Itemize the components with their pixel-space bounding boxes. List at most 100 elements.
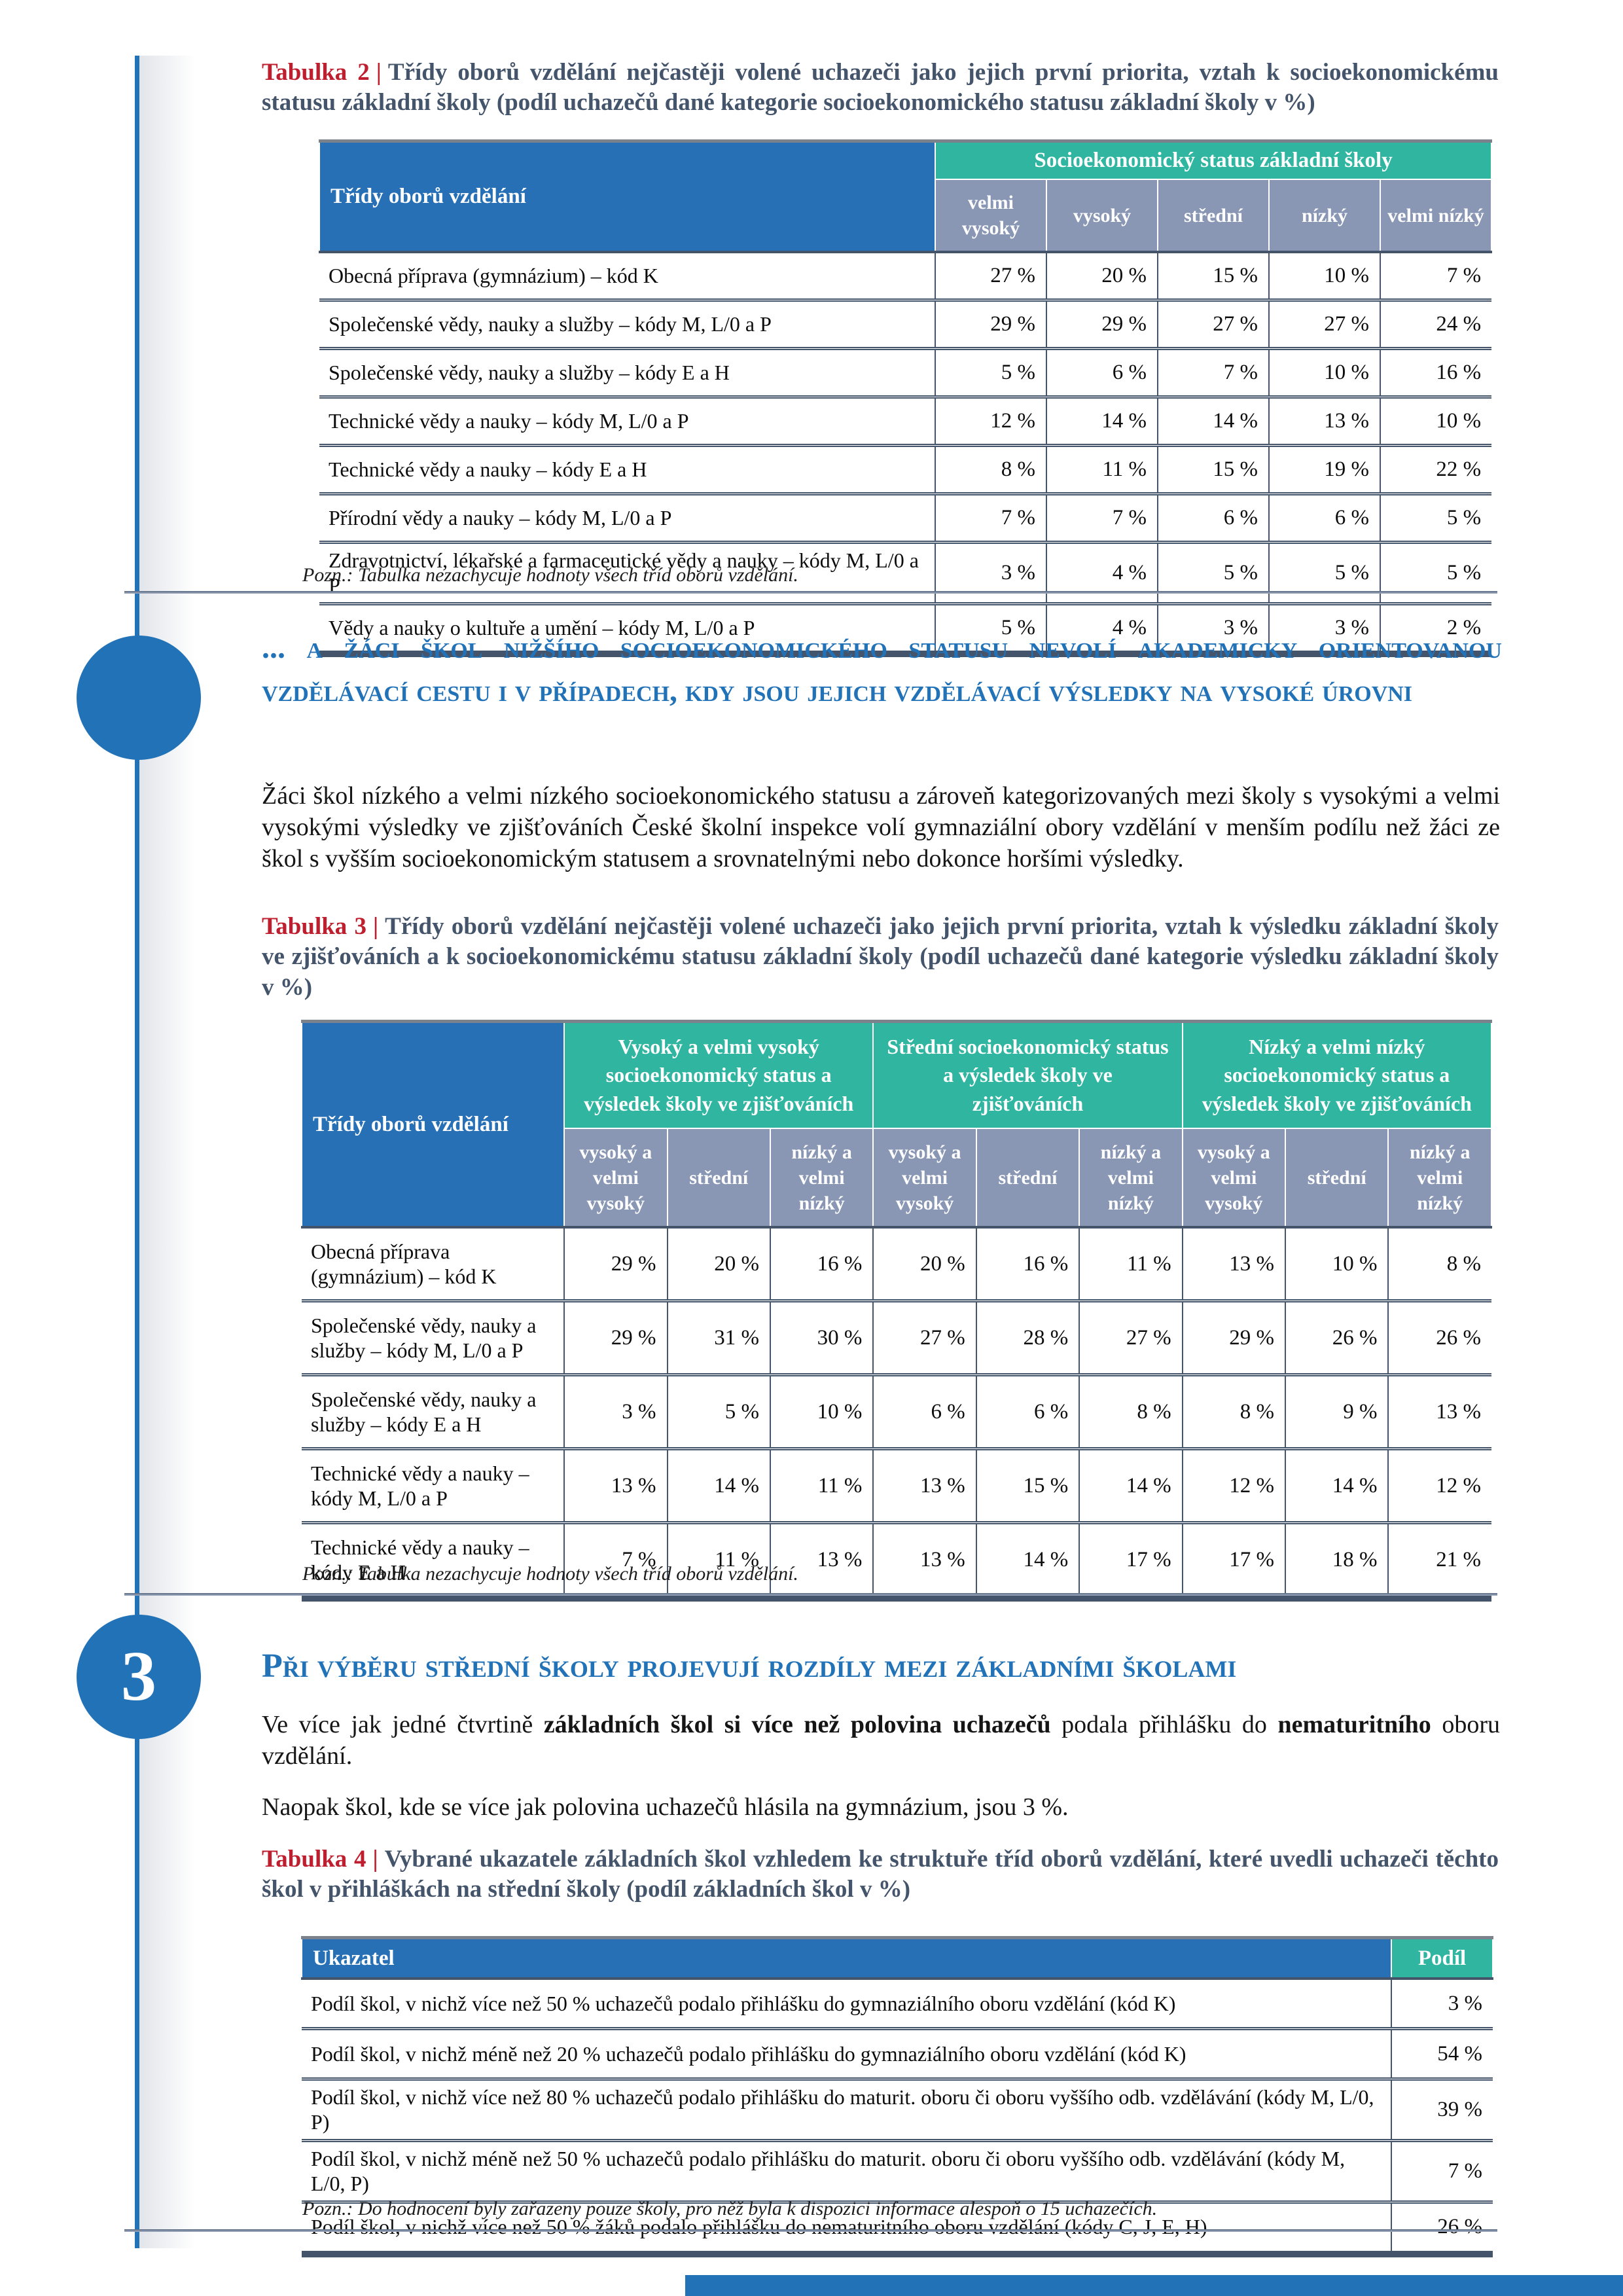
cell-value: 14 % (975, 1521, 1080, 1598)
cell-value: 15 % (1157, 444, 1269, 494)
section2-paragraph: Žáci škol nízkého a velmi nízkého socioe… (262, 782, 1500, 872)
cell-value: 29 % (563, 1299, 668, 1375)
table-row: Obecná příprava (gymnázium) – kód K 27 %… (319, 252, 1492, 300)
cell-value: 8 % (1387, 1227, 1491, 1301)
cell-value: 6 % (872, 1373, 976, 1449)
cell-value: 20 % (666, 1227, 770, 1301)
table3-header: Třídy oborů vzdělání Vysoký a velmi vyso… (300, 1020, 1493, 1228)
row-label: Technické vědy a nauky – kódy E a H (302, 1521, 565, 1598)
section3-paragraph-2: Naopak škol, kde se více jak polovina uc… (262, 1793, 1069, 1821)
table3-subcol-header: střední (666, 1128, 771, 1228)
cell-value: 29 % (1046, 298, 1158, 349)
cell-value: 29 % (1181, 1299, 1286, 1375)
cell-value: 26 % (1391, 2200, 1493, 2254)
cell-value: 8 % (1079, 1373, 1183, 1449)
cell-value: 10 % (1268, 347, 1380, 397)
cell-value: 30 % (769, 1299, 874, 1375)
table-row: Obecná příprava (gymnázium) – kód K 29 %… (302, 1227, 1491, 1301)
table3-subcol-header: vysoký a velmi vysoký (1181, 1128, 1287, 1228)
table3-subcol-header: nízký a velmi nízký (769, 1128, 874, 1228)
paragraph-bold: základních škol si více než polovina uch… (543, 1711, 1051, 1738)
cell-value: 39 % (1391, 2077, 1493, 2141)
cell-value: 29 % (563, 1227, 668, 1301)
cell-value: 5 % (935, 347, 1046, 397)
cell-value: 22 % (1379, 444, 1492, 494)
cell-value: 17 % (1079, 1521, 1183, 1598)
table3-subcol-header: vysoký a velmi vysoký (872, 1128, 977, 1228)
row-label: Společenské vědy, nauky a služby – kódy … (302, 1373, 565, 1449)
section-separator (124, 2229, 1497, 2232)
row-label: Společenské vědy, nauky a služby – kódy … (319, 298, 935, 349)
cell-value: 26 % (1285, 1299, 1389, 1375)
table2-subcol-header: nízký (1268, 179, 1381, 253)
cell-value: 14 % (1157, 395, 1269, 446)
cell-value: 21 % (1387, 1521, 1491, 1598)
table4-title-text: Vybrané ukazatele základních škol vzhled… (262, 1846, 1499, 1903)
cell-value: 27 % (1157, 298, 1269, 349)
cell-value: 20 % (872, 1227, 976, 1301)
cell-value: 7 % (1157, 347, 1269, 397)
cell-value: 7 % (1046, 492, 1158, 543)
table4-body: Podíl škol, v nichž více než 50 % uchaze… (302, 1979, 1493, 2254)
section-bullet-circle (77, 636, 201, 760)
table4-school-indicators: Ukazatel Podíl Podíl škol, v nichž více … (301, 1936, 1493, 2257)
table2-subcol-header: velmi nízký (1379, 179, 1493, 253)
cell-value: 17 % (1181, 1521, 1286, 1598)
cell-value: 12 % (935, 395, 1046, 446)
row-label: Přírodní vědy a nauky – kódy M, L/0 a P (319, 492, 935, 543)
row-label: Technické vědy a nauky – kódy M, L/0 a P (302, 1447, 565, 1523)
cell-value: 27 % (1268, 298, 1380, 349)
cell-value: 24 % (1379, 298, 1492, 349)
cell-value: 13 % (769, 1521, 874, 1598)
cell-value: 54 % (1391, 2027, 1493, 2079)
row-label: Obecná příprava (gymnázium) – kód K (311, 1239, 497, 1288)
table3-note: Pozn.: Tabulka nezachycuje hodnoty všech… (302, 1563, 798, 1585)
paragraph-text: Ve více jak jedné čtvrtině (262, 1711, 544, 1738)
cell-value: 13 % (872, 1521, 976, 1598)
table2-subcol-header: vysoký (1046, 179, 1158, 253)
cell-value: 8 % (935, 444, 1046, 494)
paragraph-text: podala přihlášku do (1050, 1711, 1278, 1738)
cell-value: 14 % (1079, 1447, 1183, 1523)
cell-value: 27 % (935, 252, 1046, 300)
table-row: Podíl škol, v nichž více než 50 % uchaze… (302, 1979, 1493, 2029)
table2-title-label: Tabulka 2 (262, 59, 370, 86)
cell-value: 10 % (769, 1373, 874, 1449)
row-label: Podíl škol, v nichž méně než 50 % uchaze… (302, 2138, 1391, 2202)
cell-value: 16 % (769, 1227, 874, 1301)
table-row: Společenské vědy, nauky a služby – kódy … (302, 1299, 1491, 1375)
cell-value: 12 % (1387, 1447, 1491, 1523)
table-row: Přírodní vědy a nauky – kódy M, L/0 a P … (319, 492, 1492, 543)
cell-value: 29 % (935, 298, 1046, 349)
cell-value: 14 % (1046, 395, 1158, 446)
table4-note: Pozn.: Do hodnocení byly zařazeny pouze … (302, 2198, 1158, 2219)
cell-value: 6 % (1046, 347, 1158, 397)
cell-value: 14 % (666, 1447, 770, 1523)
cell-value: 13 % (872, 1447, 976, 1523)
vertical-rule-shadow (139, 56, 195, 2248)
cell-value: 8 % (1181, 1373, 1286, 1449)
cell-value: 19 % (1268, 444, 1380, 494)
cell-value: 7 % (1391, 2138, 1493, 2202)
cell-value: 11 % (1079, 1227, 1183, 1301)
row-label: Podíl škol, v nichž více než 50 % uchaze… (311, 1991, 1176, 2015)
cell-value: 3 % (1157, 601, 1269, 654)
table3-subcol-header: nízký a velmi nízký (1079, 1128, 1183, 1228)
row-label: Technické vědy a nauky – kódy E a H (319, 444, 935, 494)
cell-value: 12 % (1181, 1447, 1286, 1523)
section2-heading: ... a žáci škol nižšího socioekonomickéh… (262, 630, 1502, 709)
table2-col-header: Třídy oborů vzdělání (319, 140, 936, 253)
cell-value: 15 % (975, 1447, 1080, 1523)
table3-title-label: Tabulka 3 (262, 913, 367, 940)
table2-title: Tabulka 2 | Třídy oborů vzdělání nejčastěj… (262, 58, 1499, 118)
table4-title-separator: | (372, 1846, 378, 1873)
paragraph-bold: nematuritního (1277, 1711, 1431, 1738)
table2-group-header: Socioekonomický status základní školy (934, 140, 1493, 180)
cell-value: 27 % (1079, 1299, 1183, 1375)
table4-col1-header: Ukazatel (301, 1937, 1392, 1979)
row-label: Společenské vědy, nauky a služby – kódy … (302, 1299, 565, 1375)
section3-heading: Při výběru střední školy projevují rozdí… (262, 1647, 1237, 1685)
section-separator (124, 591, 1497, 594)
cell-value: 11 % (666, 1521, 770, 1598)
table2-title-text: Třídy oborů vzdělání nejčastěji volené u… (262, 59, 1499, 117)
